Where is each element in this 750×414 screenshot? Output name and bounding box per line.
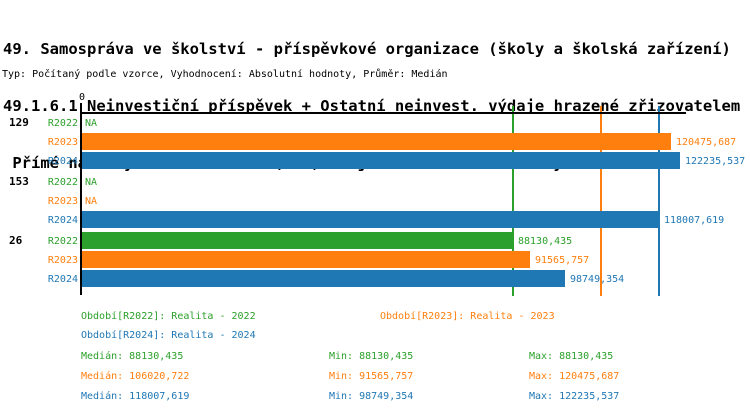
series-row-label: R2024	[47, 274, 78, 285]
stat-min-r2024: Min: 98749,354	[329, 391, 414, 402]
stat-median-r2024: Medián: 118007,619	[81, 391, 190, 402]
legend-item-r2023: Období[R2023]: Realita - 2023	[380, 311, 555, 322]
bar-r2023	[82, 133, 671, 150]
group-label: 153	[9, 175, 29, 188]
group-label: 129	[9, 116, 29, 129]
na-value-label: NA	[85, 118, 98, 129]
x-axis-line	[80, 112, 686, 114]
stat-max-r2024: Max: 122235,537	[529, 391, 620, 402]
series-row-label: R2022	[47, 177, 78, 188]
axis-zero-label: 0	[78, 92, 86, 103]
bar-r2023	[82, 251, 530, 268]
bar-r2022	[82, 232, 513, 249]
na-value-label: NA	[85, 177, 98, 188]
series-row-label: R2022	[47, 118, 78, 129]
group-label: 26	[9, 234, 23, 247]
title-line-2: 49.1.6.1 Neinvestiční příspěvek + Ostatn…	[3, 97, 750, 115]
stat-median-r2022: Medián: 88130,435	[81, 351, 184, 362]
series-row-label: R2024	[47, 156, 78, 167]
legend-item-r2022: Období[R2022]: Realita - 2022	[81, 311, 256, 322]
bar-value-label: 120475,687	[676, 137, 737, 148]
median-line-r2022	[512, 106, 515, 296]
na-value-label: NA	[85, 196, 98, 207]
series-row-label: R2023	[47, 137, 78, 148]
bar-value-label: 118007,619	[664, 215, 725, 226]
stat-median-r2023: Medián: 106020,722	[81, 371, 190, 382]
median-line-r2024	[658, 106, 661, 296]
series-row-label: R2022	[47, 236, 78, 247]
series-row-label: R2023	[47, 255, 78, 266]
bar-value-label: 88130,435	[518, 236, 573, 247]
y-axis-line	[80, 103, 82, 295]
bar-value-label: 122235,537	[685, 156, 746, 167]
stat-max-r2022: Max: 88130,435	[529, 351, 614, 362]
bar-r2024	[82, 270, 565, 287]
median-line-r2023	[599, 106, 602, 296]
stat-min-r2022: Min: 88130,435	[329, 351, 414, 362]
legend-item-r2024: Období[R2024]: Realita - 2024	[81, 330, 256, 341]
series-row-label: R2024	[47, 215, 78, 226]
title-line-1: 49. Samospráva ve školství - příspěvkové…	[3, 40, 731, 58]
bar-value-label: 98749,354	[570, 274, 625, 285]
bar-value-label: 91565,757	[535, 255, 590, 266]
series-row-label: R2023	[47, 196, 78, 207]
stat-min-r2023: Min: 91565,757	[329, 371, 414, 382]
report-meta-line: Typ: Počítaný podle vzorce, Vyhodnocení:…	[2, 69, 448, 80]
bar-r2024	[82, 152, 680, 169]
bar-r2024	[82, 211, 659, 228]
stat-max-r2023: Max: 120475,687	[529, 371, 620, 382]
